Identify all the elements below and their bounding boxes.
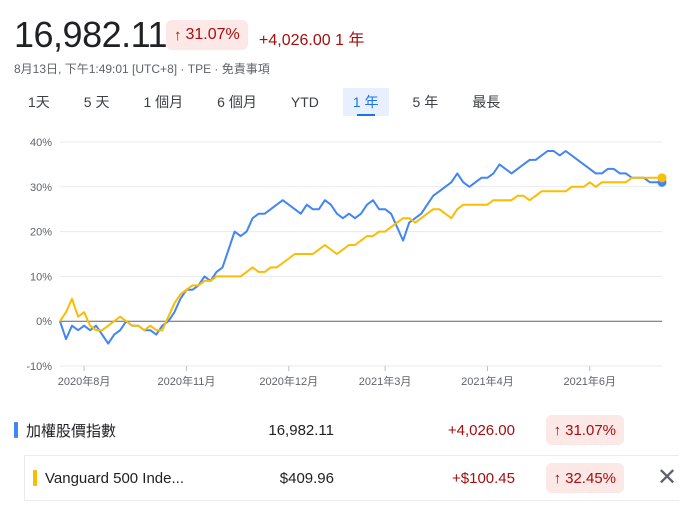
row-percent: 31.07% [565,421,616,439]
tab-6m[interactable]: 6 個月 [217,94,257,110]
y-tick-label: -10% [26,361,52,373]
up-arrow-icon: ↑ [174,26,182,44]
y-tick-label: 40% [30,137,52,149]
tab-1y[interactable]: 1 年 [342,88,389,116]
comparison-chart[interactable]: 40% 30% 20% 10% 0% -10% 2020年8月 2020年11月 2020年1… [0,128,693,390]
up-arrow-icon: ↑ [553,421,562,439]
x-tick-label: 2020年12月 [259,374,318,388]
percent-change-badge: ↑ 31.07% [166,20,248,50]
row-percent-badge: ↑ 32.45% [545,463,624,493]
legend-row-taiex[interactable]: 加權股價指數 16,982.11 +4,026.00 ↑ 31.07% [14,408,679,452]
tab-1d[interactable]: 1天 [28,94,50,110]
row-name: Vanguard 500 Inde... [45,469,184,487]
legend-row-vanguard[interactable]: Vanguard 500 Inde... $409.96 +$100.45 ↑ … [24,455,679,501]
range-tabs: 1天 5 天 1 個月 6 個月 YTD 1 年 5 年 最長 [18,88,524,116]
row-value: $409.96 [279,469,334,487]
y-tick-label: 0% [36,316,52,328]
x-tick-label: 2020年11月 [157,374,215,388]
up-arrow-icon: ↑ [553,469,562,487]
series-color-marker [33,470,37,486]
row-percent: 32.45% [565,469,616,487]
y-tick-label: 30% [30,182,52,194]
tab-ytd[interactable]: YTD [290,94,319,110]
x-tick-label: 2020年8月 [58,374,111,388]
row-change: +4,026.00 [447,421,515,439]
tab-5d[interactable]: 5 天 [83,94,110,110]
series-line-vanguard [59,176,662,332]
close-icon[interactable]: ✕ [656,464,678,491]
x-tick-label: 2021年3月 [359,374,412,388]
y-tick-label: 20% [30,227,52,239]
series-color-marker [14,422,18,438]
absolute-change: +4,026.00 1 年 [259,32,365,49]
series-endpoint-dot [657,173,667,183]
x-tick-label: 2021年6月 [563,374,616,388]
row-value: 16,982.11 [268,421,334,439]
row-change: +$100.45 [452,469,515,487]
tab-5y[interactable]: 5 年 [412,94,439,110]
tab-max[interactable]: 最長 [472,94,501,110]
tab-1m[interactable]: 1 個月 [143,94,184,110]
series-line-taiex [59,150,662,345]
percent-change-text: 31.07% [185,26,240,43]
timestamp-meta: 8月13日, 下午1:49:01 [UTC+8] · TPE · 免責事項 [14,62,270,76]
row-name: 加權股價指數 [26,422,117,440]
row-percent-badge: ↑ 31.07% [545,415,624,445]
y-tick-label: 10% [30,271,52,283]
price-value: 16,982.11 [14,14,167,55]
x-tick-label: 2021年4月 [461,374,514,388]
